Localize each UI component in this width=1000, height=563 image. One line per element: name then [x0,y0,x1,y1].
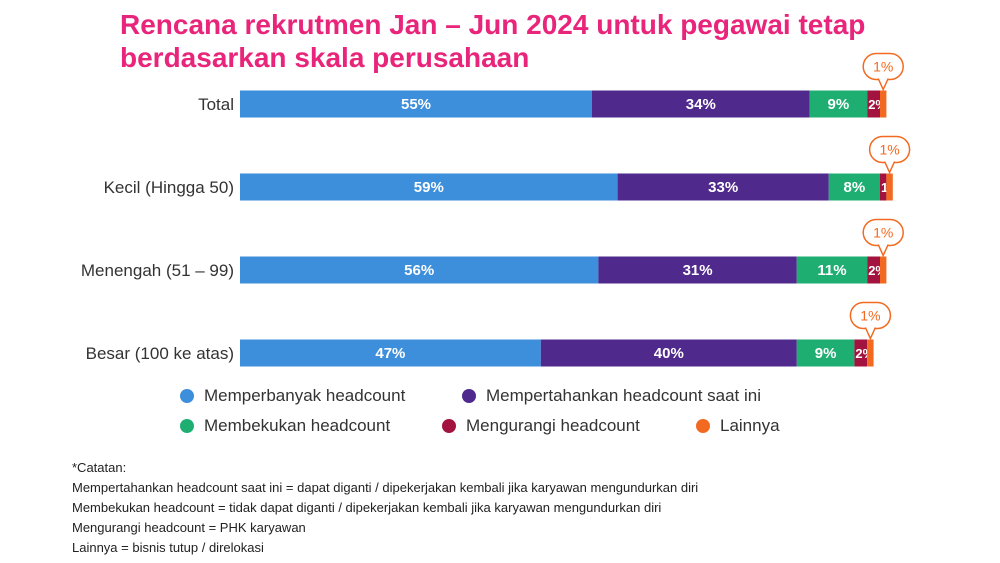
data-label: 11% [817,262,846,279]
bar-segment-mempertahankan [617,173,829,201]
chart-title: Rencana rekrutmen Jan – Jun 2024 untuk p… [120,8,865,74]
bar-segment-mempertahankan [540,339,797,367]
note-line: Mempertahankan headcount saat ini = dapa… [72,480,699,495]
bar-segment-membekukan [809,90,868,118]
data-label: 9% [828,96,850,113]
data-label: 1% [860,308,880,324]
note-line: Membekukan headcount = tidak dapat digan… [72,500,662,515]
bar-segment-mengurangi [867,256,880,284]
chart-title-line-2: berdasarkan skala perusahaan [120,42,530,73]
legend-label-lainnya: Lainnya [720,416,780,435]
legend-swatch-lainnya [696,419,710,433]
bar-segment-membekukan [796,256,868,284]
bar-segment-memperbanyak [240,90,592,118]
callout-pointer [864,327,877,341]
legend-item-mempertahankan: Mempertahankan headcount saat ini [462,386,761,406]
legend-item-membekukan: Membekukan headcount [180,416,390,436]
data-label: 1% [873,225,893,241]
callout-pointer [883,161,896,175]
bar-segment-lainnya [867,339,874,367]
data-label: 47% [375,345,405,362]
legend-swatch-memperbanyak [180,389,194,403]
chart-notes: *Catatan: Mempertahankan headcount saat … [72,458,698,558]
data-label: 40% [654,345,684,362]
bar-segment-membekukan [796,339,855,367]
data-label: 59% [414,179,444,196]
legend-swatch-mempertahankan [462,389,476,403]
chart-title-line-1: Rencana rekrutmen Jan – Jun 2024 untuk p… [120,9,866,40]
legend-item-lainnya: Lainnya [696,416,780,436]
data-label: 1% [873,59,893,75]
bar-segment-mengurangi [880,173,887,201]
data-label: 9% [815,345,837,362]
bar-segment-lainnya [886,173,893,201]
data-label: 34% [686,96,716,113]
category-label: Besar (100 ke atas) [86,344,234,363]
legend-item-mengurangi: Mengurangi headcount [442,416,640,436]
callout-lainnya: 1% [849,301,892,341]
bar-segment-mengurangi [867,90,880,118]
bar-segment-memperbanyak [240,173,618,201]
legend-item-memperbanyak: Memperbanyak headcount [180,386,405,406]
legend-label-mengurangi: Mengurangi headcount [466,416,640,435]
legend-label-membekukan: Membekukan headcount [204,416,391,435]
data-label: 31% [683,262,713,279]
note-line: Mengurangi headcount = PHK karyawan [72,520,306,535]
callout-lainnya: 1% [868,135,911,175]
bar-segment-memperbanyak [240,339,541,367]
data-label: 55% [401,96,431,113]
bar-segment-lainnya [880,256,887,284]
callout-pointer [877,244,889,258]
bar-segment-memperbanyak [240,256,599,284]
bar-segment-mengurangi [854,339,868,367]
bar-segment-mempertahankan [598,256,797,284]
callout-pointer [877,78,889,92]
category-label: Menengah (51 – 99) [81,261,234,280]
note-line: Lainnya = bisnis tutup / direlokasi [72,540,264,555]
bar-segment-mempertahankan [592,90,810,118]
data-label: 8% [844,179,866,196]
legend-swatch-mengurangi [442,419,456,433]
bar-segment-membekukan [828,173,880,201]
category-label: Kecil (Hingga 50) [104,178,234,197]
data-label: 33% [708,179,738,196]
notes-heading: *Catatan: [72,460,127,475]
stacked-bar-chart: Total 55% 34% 9% 2%1%Kecil (Hingga 50) 59% 33%… [81,52,911,367]
legend-swatch-membekukan [180,419,194,433]
category-label: Total [198,95,234,114]
legend-label-mempertahankan: Mempertahankan headcount saat ini [486,386,762,405]
callout-lainnya: 1% [862,52,904,92]
legend-label-memperbanyak: Memperbanyak headcount [204,386,406,405]
bar-segment-lainnya [880,90,887,118]
data-label: 56% [404,262,434,279]
data-label: 1% [879,142,899,158]
callout-lainnya: 1% [862,218,904,258]
